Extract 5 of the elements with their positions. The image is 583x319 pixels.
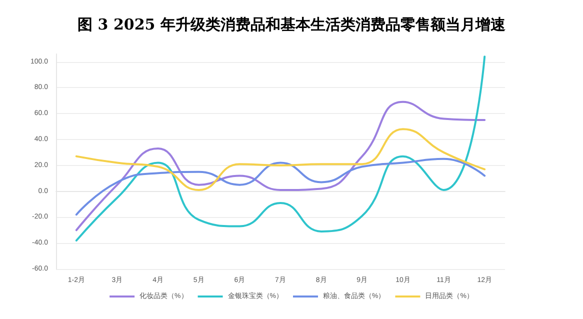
line-series bbox=[75, 158, 486, 216]
line-series bbox=[75, 56, 486, 242]
line-series bbox=[75, 128, 486, 191]
line-series bbox=[75, 100, 486, 232]
chart-title: 图 3 2025 年升级类消费品和基本生活类消费品零售额当月增速 bbox=[78, 16, 506, 34]
